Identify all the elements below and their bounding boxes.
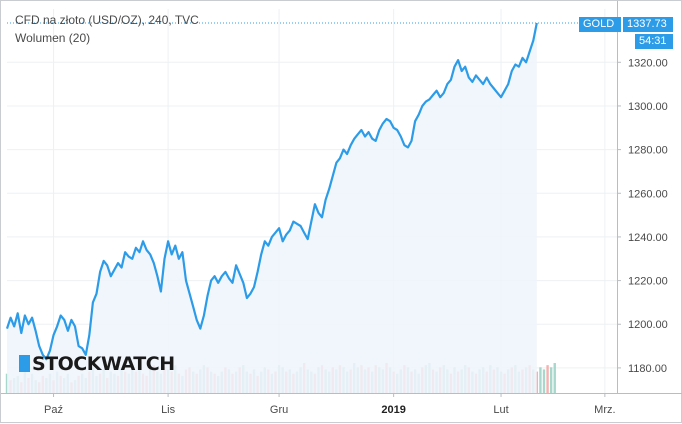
y-tick-label: 1300.00 [628,101,668,113]
volume-bar [535,371,539,393]
symbol-tag: GOLD [579,17,621,32]
x-tick-label: Lis [161,404,176,416]
chart-title: CFD na złoto (USD/OZ), 240, TVC [15,13,199,27]
logo-text: STOCKWATCH [32,353,175,375]
volume-bar [553,363,556,393]
price-line [5,22,538,361]
volume-bar [539,367,542,393]
y-tick-label: 1240.00 [628,232,668,244]
x-tick-label: Gru [270,404,288,416]
volume-bar [549,367,553,393]
y-tick-label: 1280.00 [628,145,668,157]
volume-legend: Wolumen (20) [15,31,91,45]
bar-countdown-tag: 54:31 [635,34,673,49]
price-area [7,23,537,393]
y-tick-label: 1260.00 [628,188,668,200]
volume-bar [546,365,549,393]
stockwatch-logo: STOCKWATCH [19,353,175,375]
logo-mark-icon [19,355,30,372]
y-tick-label: 1320.00 [628,57,668,69]
y-tick-label: 1220.00 [628,276,668,288]
last-price-tag: 1337.73 [623,17,673,32]
x-tick-label: Lut [493,404,508,416]
x-tick-label: Paź [44,404,63,416]
y-tick-label: 1180.00 [628,363,667,375]
volume-bar [542,369,546,393]
x-tick-label: Mrz. [594,404,615,416]
x-tick-label: 2019 [381,404,405,416]
y-tick-label: 1200.00 [628,319,668,331]
